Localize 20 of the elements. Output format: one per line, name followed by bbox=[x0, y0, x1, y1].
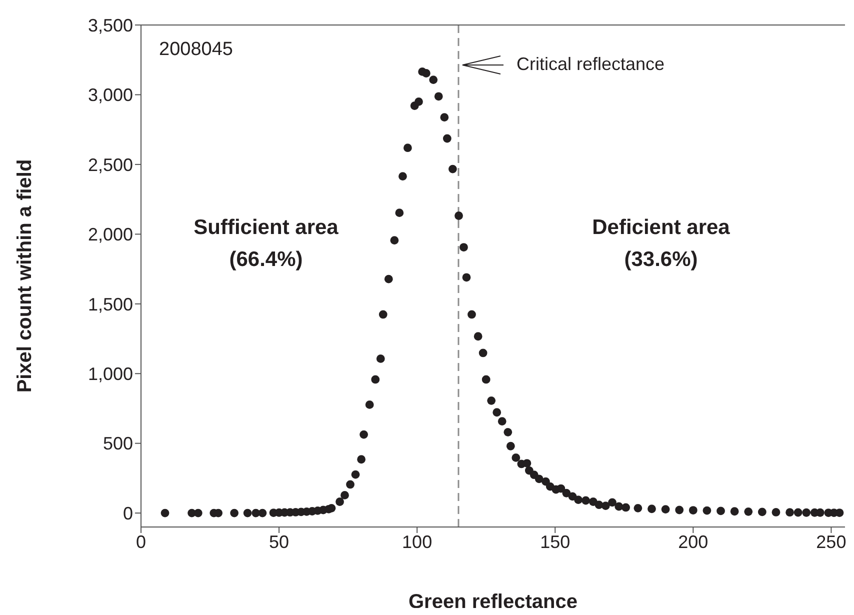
y-tick-label: 0 bbox=[122, 503, 133, 524]
y-tick-label: 2,500 bbox=[88, 154, 133, 175]
y-axis-title: Pixel count within a field bbox=[14, 159, 36, 393]
annotation: 2008045 bbox=[159, 39, 233, 60]
y-tick-label: 1,000 bbox=[88, 364, 133, 384]
x-tick-label: 100 bbox=[402, 532, 432, 552]
x-tick-label: 0 bbox=[136, 532, 146, 552]
annotation: Deficient area (33.6%) bbox=[592, 216, 730, 271]
x-tick-label: 200 bbox=[678, 532, 708, 552]
x-axis-title: Green reflectance bbox=[408, 591, 578, 613]
y-tick-label: 2,000 bbox=[88, 224, 133, 245]
x-tick-label: 50 bbox=[269, 532, 290, 552]
y-tick-label: 1,500 bbox=[88, 294, 133, 314]
ref-line-label: Critical reflectance bbox=[516, 54, 665, 74]
y-tick-label: 3,000 bbox=[88, 85, 133, 106]
annotation: Sufficient area (66.4%) bbox=[194, 216, 339, 271]
x-tick-label: 150 bbox=[540, 532, 570, 552]
y-tick-label: 3,500 bbox=[88, 15, 133, 36]
x-tick-label: 250 bbox=[816, 532, 846, 552]
y-tick-label: 500 bbox=[102, 434, 133, 454]
